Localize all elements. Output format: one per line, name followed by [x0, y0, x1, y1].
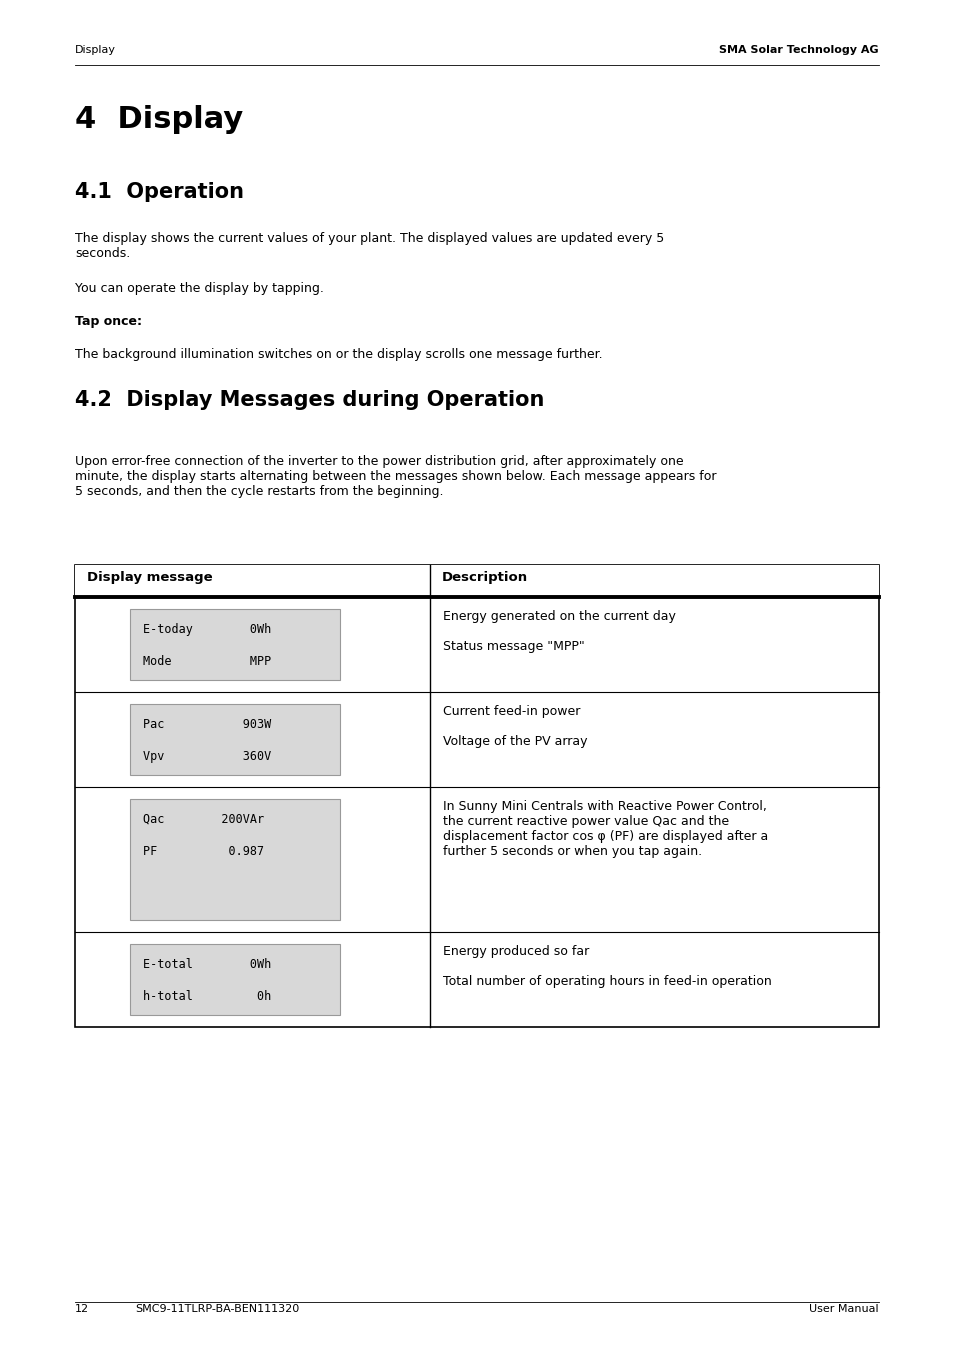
Text: 12: 12	[75, 1303, 89, 1314]
Text: Description: Description	[441, 571, 528, 584]
Text: Current feed-in power

Voltage of the PV array: Current feed-in power Voltage of the PV …	[442, 704, 587, 748]
Text: Mode           MPP: Mode MPP	[143, 654, 271, 668]
Text: In Sunny Mini Centrals with Reactive Power Control,
the current reactive power v: In Sunny Mini Centrals with Reactive Pow…	[442, 800, 767, 859]
FancyBboxPatch shape	[130, 799, 339, 919]
Text: 4  Display: 4 Display	[75, 105, 243, 134]
FancyBboxPatch shape	[75, 565, 878, 1028]
Text: Energy generated on the current day

Status message "MPP": Energy generated on the current day Stat…	[442, 610, 675, 653]
Text: SMA Solar Technology AG: SMA Solar Technology AG	[719, 45, 878, 55]
Text: The display shows the current values of your plant. The displayed values are upd: The display shows the current values of …	[75, 233, 663, 260]
Text: Vpv           360V: Vpv 360V	[143, 750, 271, 763]
FancyBboxPatch shape	[130, 704, 339, 775]
FancyBboxPatch shape	[130, 608, 339, 680]
FancyBboxPatch shape	[75, 565, 878, 598]
Text: Display: Display	[75, 45, 116, 55]
Text: E-total        0Wh: E-total 0Wh	[143, 959, 271, 971]
Text: Display message: Display message	[87, 571, 213, 584]
FancyBboxPatch shape	[130, 944, 339, 1015]
Text: You can operate the display by tapping.: You can operate the display by tapping.	[75, 283, 323, 295]
Text: Energy produced so far

Total number of operating hours in feed-in operation: Energy produced so far Total number of o…	[442, 945, 771, 988]
Text: The background illumination switches on or the display scrolls one message furth: The background illumination switches on …	[75, 347, 602, 361]
Text: Tap once:: Tap once:	[75, 315, 142, 329]
Text: E-today        0Wh: E-today 0Wh	[143, 623, 271, 635]
Text: Upon error-free connection of the inverter to the power distribution grid, after: Upon error-free connection of the invert…	[75, 456, 716, 498]
Text: SMC9-11TLRP-BA-BEN111320: SMC9-11TLRP-BA-BEN111320	[135, 1303, 299, 1314]
Text: 4.2  Display Messages during Operation: 4.2 Display Messages during Operation	[75, 389, 544, 410]
Text: h-total         0h: h-total 0h	[143, 990, 271, 1003]
Text: User Manual: User Manual	[808, 1303, 878, 1314]
Text: PF          0.987: PF 0.987	[143, 845, 264, 859]
Text: Pac           903W: Pac 903W	[143, 718, 271, 731]
Text: 4.1  Operation: 4.1 Operation	[75, 183, 244, 201]
Text: Qac        200VAr: Qac 200VAr	[143, 813, 264, 826]
